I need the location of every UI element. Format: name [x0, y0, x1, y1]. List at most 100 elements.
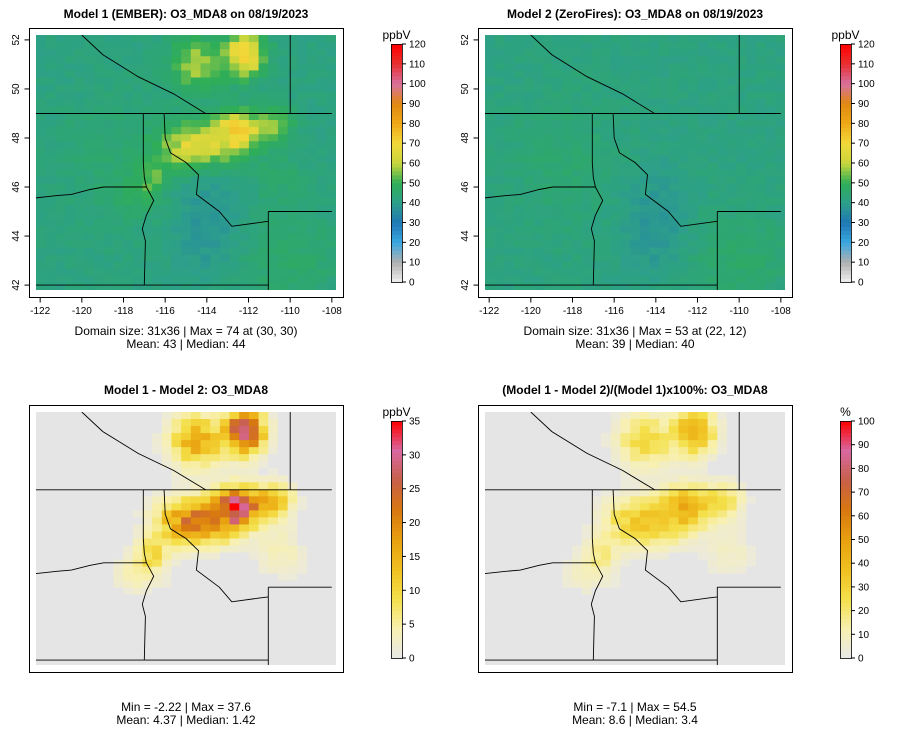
heatmap-cell: [514, 461, 525, 469]
heatmap-cell: [229, 254, 240, 263]
heatmap-cell: [659, 531, 670, 540]
heatmap-cell: [219, 657, 231, 665]
colorbar-unit: %: [840, 405, 851, 419]
heatmap-cell: [219, 419, 231, 427]
heatmap-cell: [229, 77, 240, 86]
heatmap-cell: [514, 63, 525, 72]
heatmap-cell: [678, 538, 689, 547]
heatmap-cell: [639, 261, 651, 270]
heatmap-cell: [297, 594, 308, 603]
heatmap-cell: [326, 226, 336, 234]
heatmap-cell: [258, 112, 269, 121]
heatmap-cell: [562, 636, 573, 645]
heatmap-cell: [36, 205, 47, 213]
heatmap-cell: [171, 496, 182, 504]
heatmap-cell: [572, 219, 583, 227]
heatmap-cell: [219, 468, 231, 476]
heatmap-cell: [494, 517, 505, 526]
heatmap-cell: [161, 468, 173, 476]
heatmap-cell: [123, 254, 134, 263]
heatmap-cell: [485, 98, 496, 107]
heatmap-cell: [610, 49, 622, 57]
heatmap-cell: [181, 461, 192, 469]
heatmap-cell: [485, 489, 496, 497]
heatmap-cell: [297, 233, 308, 242]
heatmap-cell: [678, 643, 689, 652]
heatmap-cell: [736, 468, 747, 476]
colorbar-tick-label: 0: [409, 278, 415, 289]
heatmap-cell: [248, 461, 260, 469]
heatmap-cell: [297, 197, 308, 206]
heatmap-cell: [45, 622, 56, 631]
heatmap-cell: [181, 517, 192, 526]
heatmap-cell: [630, 489, 641, 497]
heatmap-cell: [94, 601, 105, 610]
heatmap-cell: [543, 77, 554, 86]
heatmap-cell: [74, 98, 85, 107]
heatmap-cell: [210, 615, 221, 624]
heatmap-cell: [65, 594, 76, 603]
heatmap-cell: [639, 190, 651, 199]
heatmap-cell: [239, 643, 250, 652]
heatmap-cell: [717, 559, 728, 568]
heatmap-cell: [736, 580, 747, 589]
heatmap-cell: [326, 454, 336, 462]
heatmap-cell: [659, 176, 670, 185]
heatmap-cell: [55, 517, 66, 526]
heatmap-cell: [152, 84, 163, 93]
heatmap-cell: [494, 212, 505, 220]
heatmap-cell: [659, 412, 670, 420]
heatmap-cell: [239, 503, 250, 511]
heatmap-cell: [533, 247, 544, 256]
heatmap-cell: [306, 440, 318, 448]
heatmap-cell: [717, 552, 728, 561]
heatmap-cell: [755, 49, 767, 57]
heatmap-cell: [639, 254, 651, 263]
heatmap-cell: [630, 636, 641, 645]
colorbar-swatch: [391, 646, 402, 651]
heatmap-cell: [171, 615, 182, 624]
colorbar-tick-label: 10: [409, 586, 421, 597]
colorbar-swatch: [391, 559, 402, 564]
heatmap-cell: [65, 212, 76, 220]
heatmap-cell: [258, 77, 269, 86]
heatmap-cell: [620, 538, 631, 547]
heatmap-cell: [610, 42, 622, 50]
heatmap-cell: [190, 573, 202, 582]
heatmap-cell: [287, 566, 298, 575]
heatmap-cell: [678, 212, 689, 220]
heatmap-cell: [200, 56, 211, 64]
colorbar-swatch: [840, 472, 851, 477]
heatmap-cell: [55, 226, 66, 234]
heatmap-cell: [316, 559, 327, 568]
heatmap-cell: [277, 643, 289, 652]
heatmap-cell: [258, 205, 269, 213]
heatmap-cell: [152, 261, 163, 270]
heatmap-cell: [287, 240, 298, 249]
heatmap-cell: [688, 63, 699, 72]
heatmap-cell: [74, 622, 85, 631]
boundary-island: [420, 77, 458, 121]
heatmap-cell: [504, 35, 515, 43]
heatmap-cell: [736, 482, 747, 490]
heatmap-cell: [84, 615, 95, 624]
colorbar-tick-label: 60: [858, 511, 870, 522]
heatmap-cell: [610, 566, 622, 575]
heatmap-cell: [258, 162, 269, 171]
heatmap-cell: [485, 601, 496, 610]
heatmap-cell: [591, 155, 602, 164]
heatmap-cell: [36, 254, 47, 263]
heatmap-cell: [697, 419, 709, 427]
heatmap-cell: [45, 412, 56, 420]
heatmap-cell: [630, 70, 641, 79]
heatmap-cell: [678, 454, 689, 462]
heatmap-cell: [562, 84, 573, 93]
heatmap-cell: [552, 91, 564, 100]
heatmap-cell: [306, 622, 318, 631]
heatmap-cell: [123, 247, 134, 256]
heatmap-cell: [181, 134, 192, 142]
heatmap-cell: [659, 98, 670, 107]
heatmap-cell: [297, 615, 308, 624]
colorbar-swatch: [391, 492, 402, 497]
heatmap-cell: [74, 461, 85, 469]
